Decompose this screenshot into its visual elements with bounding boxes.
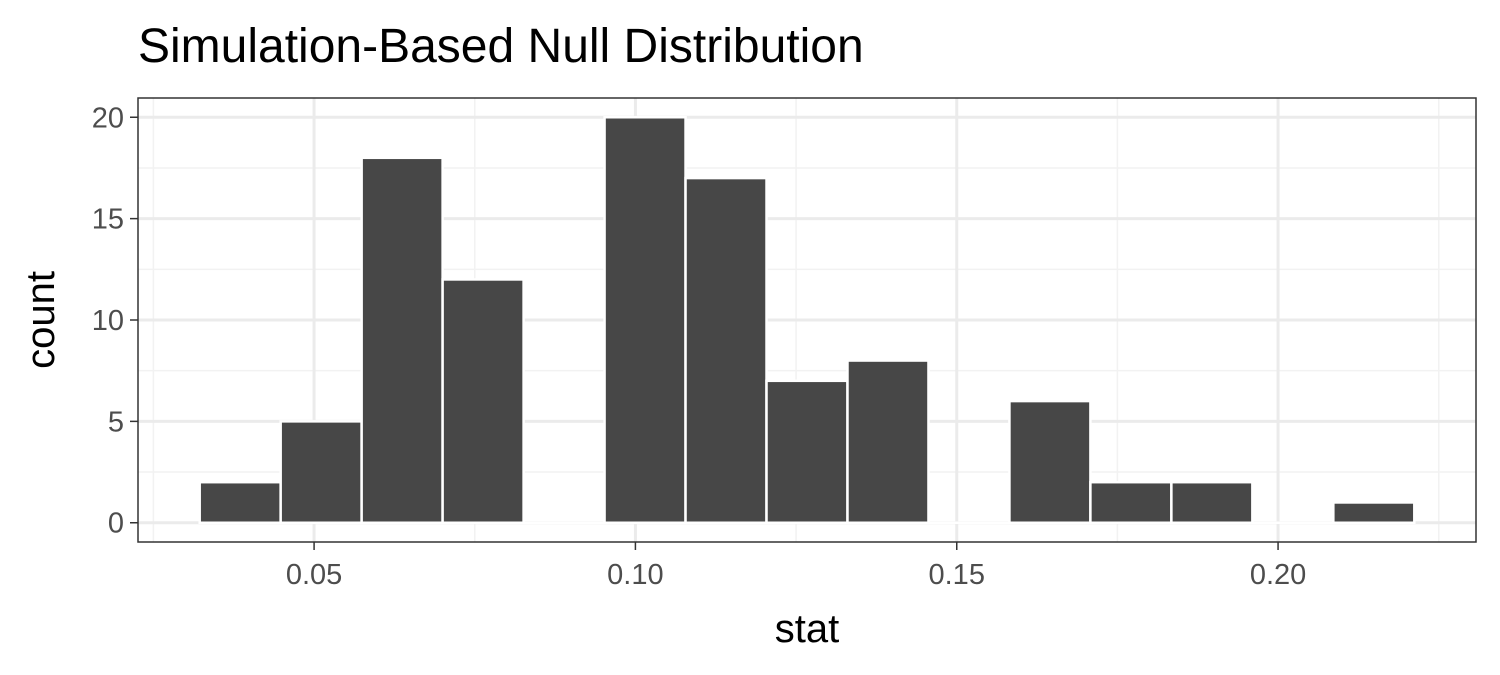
x-tick-label: 0.10: [607, 559, 663, 591]
histogram-bars: [198, 116, 1416, 524]
y-tick-label: 10: [92, 305, 124, 337]
x-tick-label: 0.20: [1250, 559, 1306, 591]
histogram-bar: [441, 278, 525, 524]
histogram-bar: [279, 420, 363, 524]
y-tick-label: 20: [92, 102, 124, 134]
x-axis: 0.05 0.10 0.15 0.20: [286, 542, 1306, 591]
x-axis-title: stat: [775, 607, 839, 651]
chart-title: Simulation-Based Null Distribution: [138, 20, 864, 73]
histogram-bar: [765, 379, 849, 524]
histogram-bar: [360, 156, 444, 524]
histogram-bar: [1332, 501, 1416, 524]
y-axis: 0 5 10 15 20: [92, 102, 138, 540]
y-axis-title: count: [19, 271, 63, 369]
histogram-bar: [846, 359, 930, 524]
histogram-bar: [1170, 480, 1254, 524]
x-tick-label: 0.05: [286, 559, 342, 591]
histogram-bar: [1008, 399, 1092, 524]
y-tick-label: 0: [108, 508, 124, 540]
histogram-bar: [198, 480, 282, 524]
x-tick-label: 0.15: [929, 559, 985, 591]
histogram-bar: [1089, 480, 1173, 524]
y-tick-label: 15: [92, 204, 124, 236]
histogram-bar: [684, 176, 768, 524]
histogram-bar: [603, 116, 687, 524]
y-tick-label: 5: [108, 406, 124, 438]
